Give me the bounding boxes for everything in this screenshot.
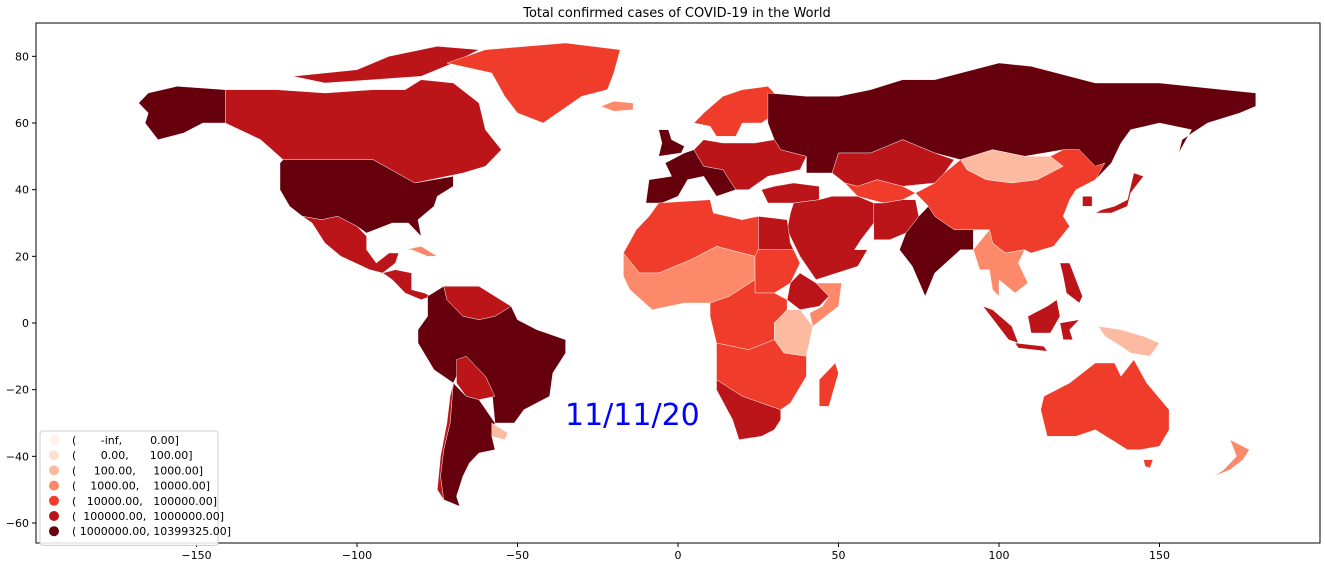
- region-indonesia-java: [1014, 342, 1048, 352]
- x-tick-label: 100: [989, 549, 1010, 562]
- region-middle-east: [786, 196, 874, 280]
- date-label: 11/11/20: [565, 398, 700, 433]
- region-canada: [225, 79, 502, 184]
- region-central-asia: [844, 179, 916, 204]
- region-bolivia-paraguay: [456, 356, 496, 400]
- x-tick-label: 150: [1149, 549, 1170, 562]
- region-southern-africa: [716, 379, 781, 440]
- region-mexico: [302, 216, 399, 274]
- region-iceland: [600, 101, 634, 112]
- legend: ( -inf, 0.00] ( 0.00, 100.00] ( 100.00, 10…: [39, 430, 231, 546]
- y-tick-label: 20: [15, 250, 29, 263]
- legend-box: [39, 430, 219, 546]
- region-madagascar: [819, 362, 839, 407]
- x-tick-label: 50: [832, 549, 846, 562]
- y-tick-label: 0: [22, 317, 29, 330]
- y-tick-label: −20: [6, 384, 29, 397]
- x-tick-label: −50: [506, 549, 529, 562]
- x-tick-label: 0: [675, 549, 682, 562]
- plot-area: [36, 23, 1320, 543]
- legend-label: ( 1000000.00, 10399325.00]: [72, 525, 231, 538]
- legend-label: ( -inf, 0.00]: [72, 434, 179, 447]
- region-sulawesi-etc: [1059, 319, 1080, 340]
- y-tick-label: 40: [15, 184, 29, 197]
- region-papua: [1098, 326, 1160, 357]
- region-india: [899, 205, 974, 297]
- x-axis: −150 −100 −50 0 50 100 150: [181, 543, 1170, 562]
- region-ethiopia: [786, 272, 830, 310]
- legend-label: ( 1000.00, 10000.00]: [72, 480, 210, 493]
- region-europe-central: [693, 139, 807, 190]
- legend-label: ( 0.00, 100.00]: [72, 449, 193, 462]
- region-japan: [1095, 172, 1144, 214]
- legend-marker: [49, 450, 59, 461]
- region-uruguay: [491, 422, 509, 440]
- region-uk: [658, 129, 685, 157]
- country-regions: [138, 42, 1257, 507]
- x-tick-label: −100: [342, 549, 372, 562]
- region-egypt: [758, 216, 794, 250]
- y-axis: −60 −40 −20 0 20 40 60 80: [6, 50, 36, 530]
- chart-title: Total confirmed cases of COVID-19 in the…: [522, 6, 831, 21]
- legend-marker: [49, 495, 59, 506]
- y-tick-label: 80: [15, 50, 29, 63]
- legend-label: ( 10000.00, 100000.00]: [72, 495, 217, 508]
- region-borneo: [1027, 299, 1061, 334]
- region-chile: [437, 382, 454, 500]
- region-new-zealand: [1213, 439, 1250, 477]
- x-tick-label: −150: [181, 549, 211, 562]
- region-colombia-peru-brazil: [417, 285, 566, 424]
- region-alaska: [138, 86, 226, 140]
- region-somalia: [809, 282, 842, 327]
- region-turkey: [761, 182, 820, 204]
- legend-marker: [49, 465, 59, 476]
- region-china: [915, 149, 1106, 254]
- legend-marker: [49, 480, 59, 491]
- region-indonesia-sumatra: [982, 305, 1019, 344]
- region-korea-japan: [1082, 196, 1093, 207]
- legend-marker: [49, 511, 59, 521]
- region-southeast-asia: [973, 229, 1029, 297]
- region-australia: [1040, 359, 1170, 450]
- region-philippines: [1059, 262, 1083, 304]
- legend-label: ( 100.00, 1000.00]: [72, 464, 203, 477]
- y-tick-label: −40: [6, 450, 29, 463]
- legend-marker: [49, 526, 59, 537]
- region-greenland: [446, 42, 621, 124]
- y-tick-label: −60: [6, 517, 29, 530]
- region-central-america: [382, 269, 432, 300]
- region-cuba: [405, 246, 439, 257]
- y-tick-label: 60: [15, 117, 29, 130]
- region-tasmania: [1143, 459, 1154, 469]
- legend-marker: [49, 435, 59, 445]
- legend-label: ( 100000.00, 1000000.00]: [72, 510, 224, 523]
